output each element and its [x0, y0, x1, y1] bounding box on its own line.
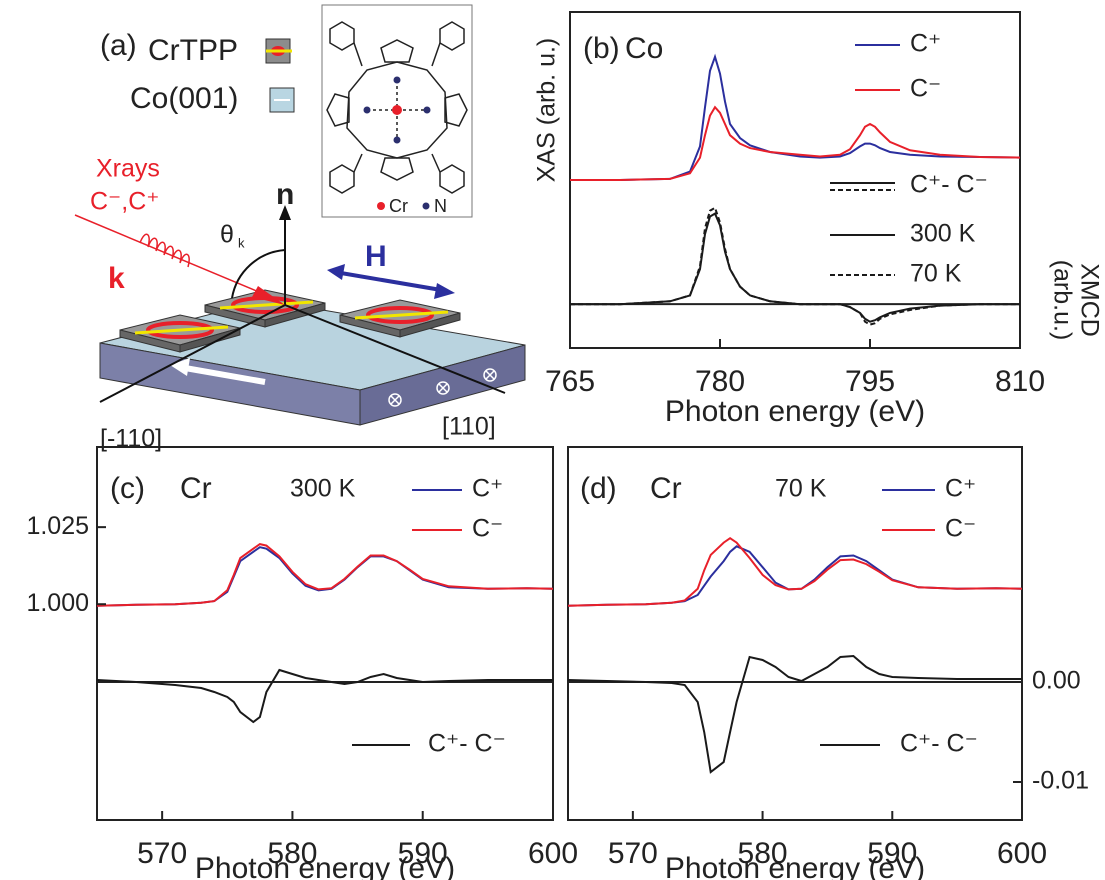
legend-label: 70 K	[910, 260, 962, 288]
x-tick-label: 810	[995, 365, 1045, 398]
x-axis-label: Photon energy (eV)	[195, 852, 455, 880]
annotation-label: 70 K	[775, 475, 827, 503]
figure: (a) CrTPP Co(001) Xrays C⁻,C⁺ k	[0, 0, 1105, 880]
legend-label: 300 K	[910, 220, 976, 248]
y-tick-label: 1.025	[26, 512, 89, 540]
plot-frame	[568, 447, 1022, 820]
x-tick-label: 600	[528, 837, 578, 870]
y2-axis-label: (arb.u.)	[1048, 260, 1076, 341]
field-arrowhead	[327, 264, 345, 280]
atom-label: N	[434, 196, 447, 216]
cr-legend-dot	[377, 202, 385, 210]
series-line	[97, 544, 553, 606]
theta-label: θ	[220, 221, 234, 249]
series-line	[570, 107, 1020, 180]
legend-label: C⁺- C⁻	[428, 730, 506, 758]
series-line	[97, 670, 553, 722]
beam-label: Xrays	[96, 155, 160, 183]
schematic: (a) CrTPP Co(001) Xrays C⁻,C⁺ k	[75, 5, 525, 453]
x-tick-label: 765	[545, 365, 595, 398]
legend-label: C⁺	[910, 30, 941, 58]
molecule-label: CrTPP	[148, 34, 238, 67]
series-line	[568, 546, 1022, 606]
n-legend-dot	[423, 203, 430, 210]
series-line	[97, 547, 553, 606]
panel-label: (b)	[583, 32, 620, 65]
substrate-label: Co(001)	[130, 82, 238, 115]
element-label: Cr	[180, 472, 212, 505]
field-arrowhead	[434, 283, 455, 299]
legend-label: C⁺	[945, 475, 976, 503]
plot-frame	[97, 447, 553, 820]
panel-label: (c)	[110, 472, 145, 505]
y2-axis-label: XMCD	[1075, 263, 1103, 337]
legend-label: C⁺- C⁻	[900, 730, 978, 758]
element-label: Cr	[650, 472, 682, 505]
theta-subscript: k	[238, 235, 245, 250]
legend-label: C⁺	[472, 475, 503, 503]
y2-tick-label: 0.00	[1032, 667, 1081, 695]
y-tick-label: 1.000	[26, 589, 89, 617]
axis-label: [-110]	[100, 425, 162, 453]
polarization-label: C⁻,C⁺	[90, 188, 159, 216]
annotation-label: 300 K	[290, 475, 356, 503]
x-tick-label: 570	[608, 837, 658, 870]
axis-label: [110]	[442, 413, 496, 441]
x-tick-label: 570	[137, 837, 187, 870]
beam-helix	[140, 234, 189, 267]
wavevector-label: k	[108, 262, 125, 295]
series-line	[568, 538, 1022, 606]
field-arrow	[335, 272, 447, 291]
y2-tick-label: -0.01	[1032, 767, 1089, 795]
legend-note: C⁺- C⁻	[910, 171, 988, 199]
x-axis-label: Photon energy (eV)	[665, 852, 925, 880]
legend-label: C⁻	[472, 515, 503, 543]
normal-label: n	[276, 178, 294, 211]
panel-label: (d)	[580, 472, 617, 505]
atom-label: Cr	[389, 196, 408, 216]
cr-atom	[392, 105, 402, 115]
x-tick-label: 795	[845, 365, 895, 398]
series-line	[570, 57, 1020, 180]
legend-label: C⁻	[945, 515, 976, 543]
x-tick-label: 780	[695, 365, 745, 398]
y-axis-label: XAS (arb. u.)	[533, 38, 561, 183]
element-label: Co	[625, 32, 663, 65]
field-label: H	[365, 240, 387, 273]
legend-label: C⁻	[910, 75, 941, 103]
x-axis-label: Photon energy (eV)	[665, 395, 925, 428]
panel-label: (a)	[100, 29, 137, 62]
x-tick-label: 600	[997, 837, 1047, 870]
